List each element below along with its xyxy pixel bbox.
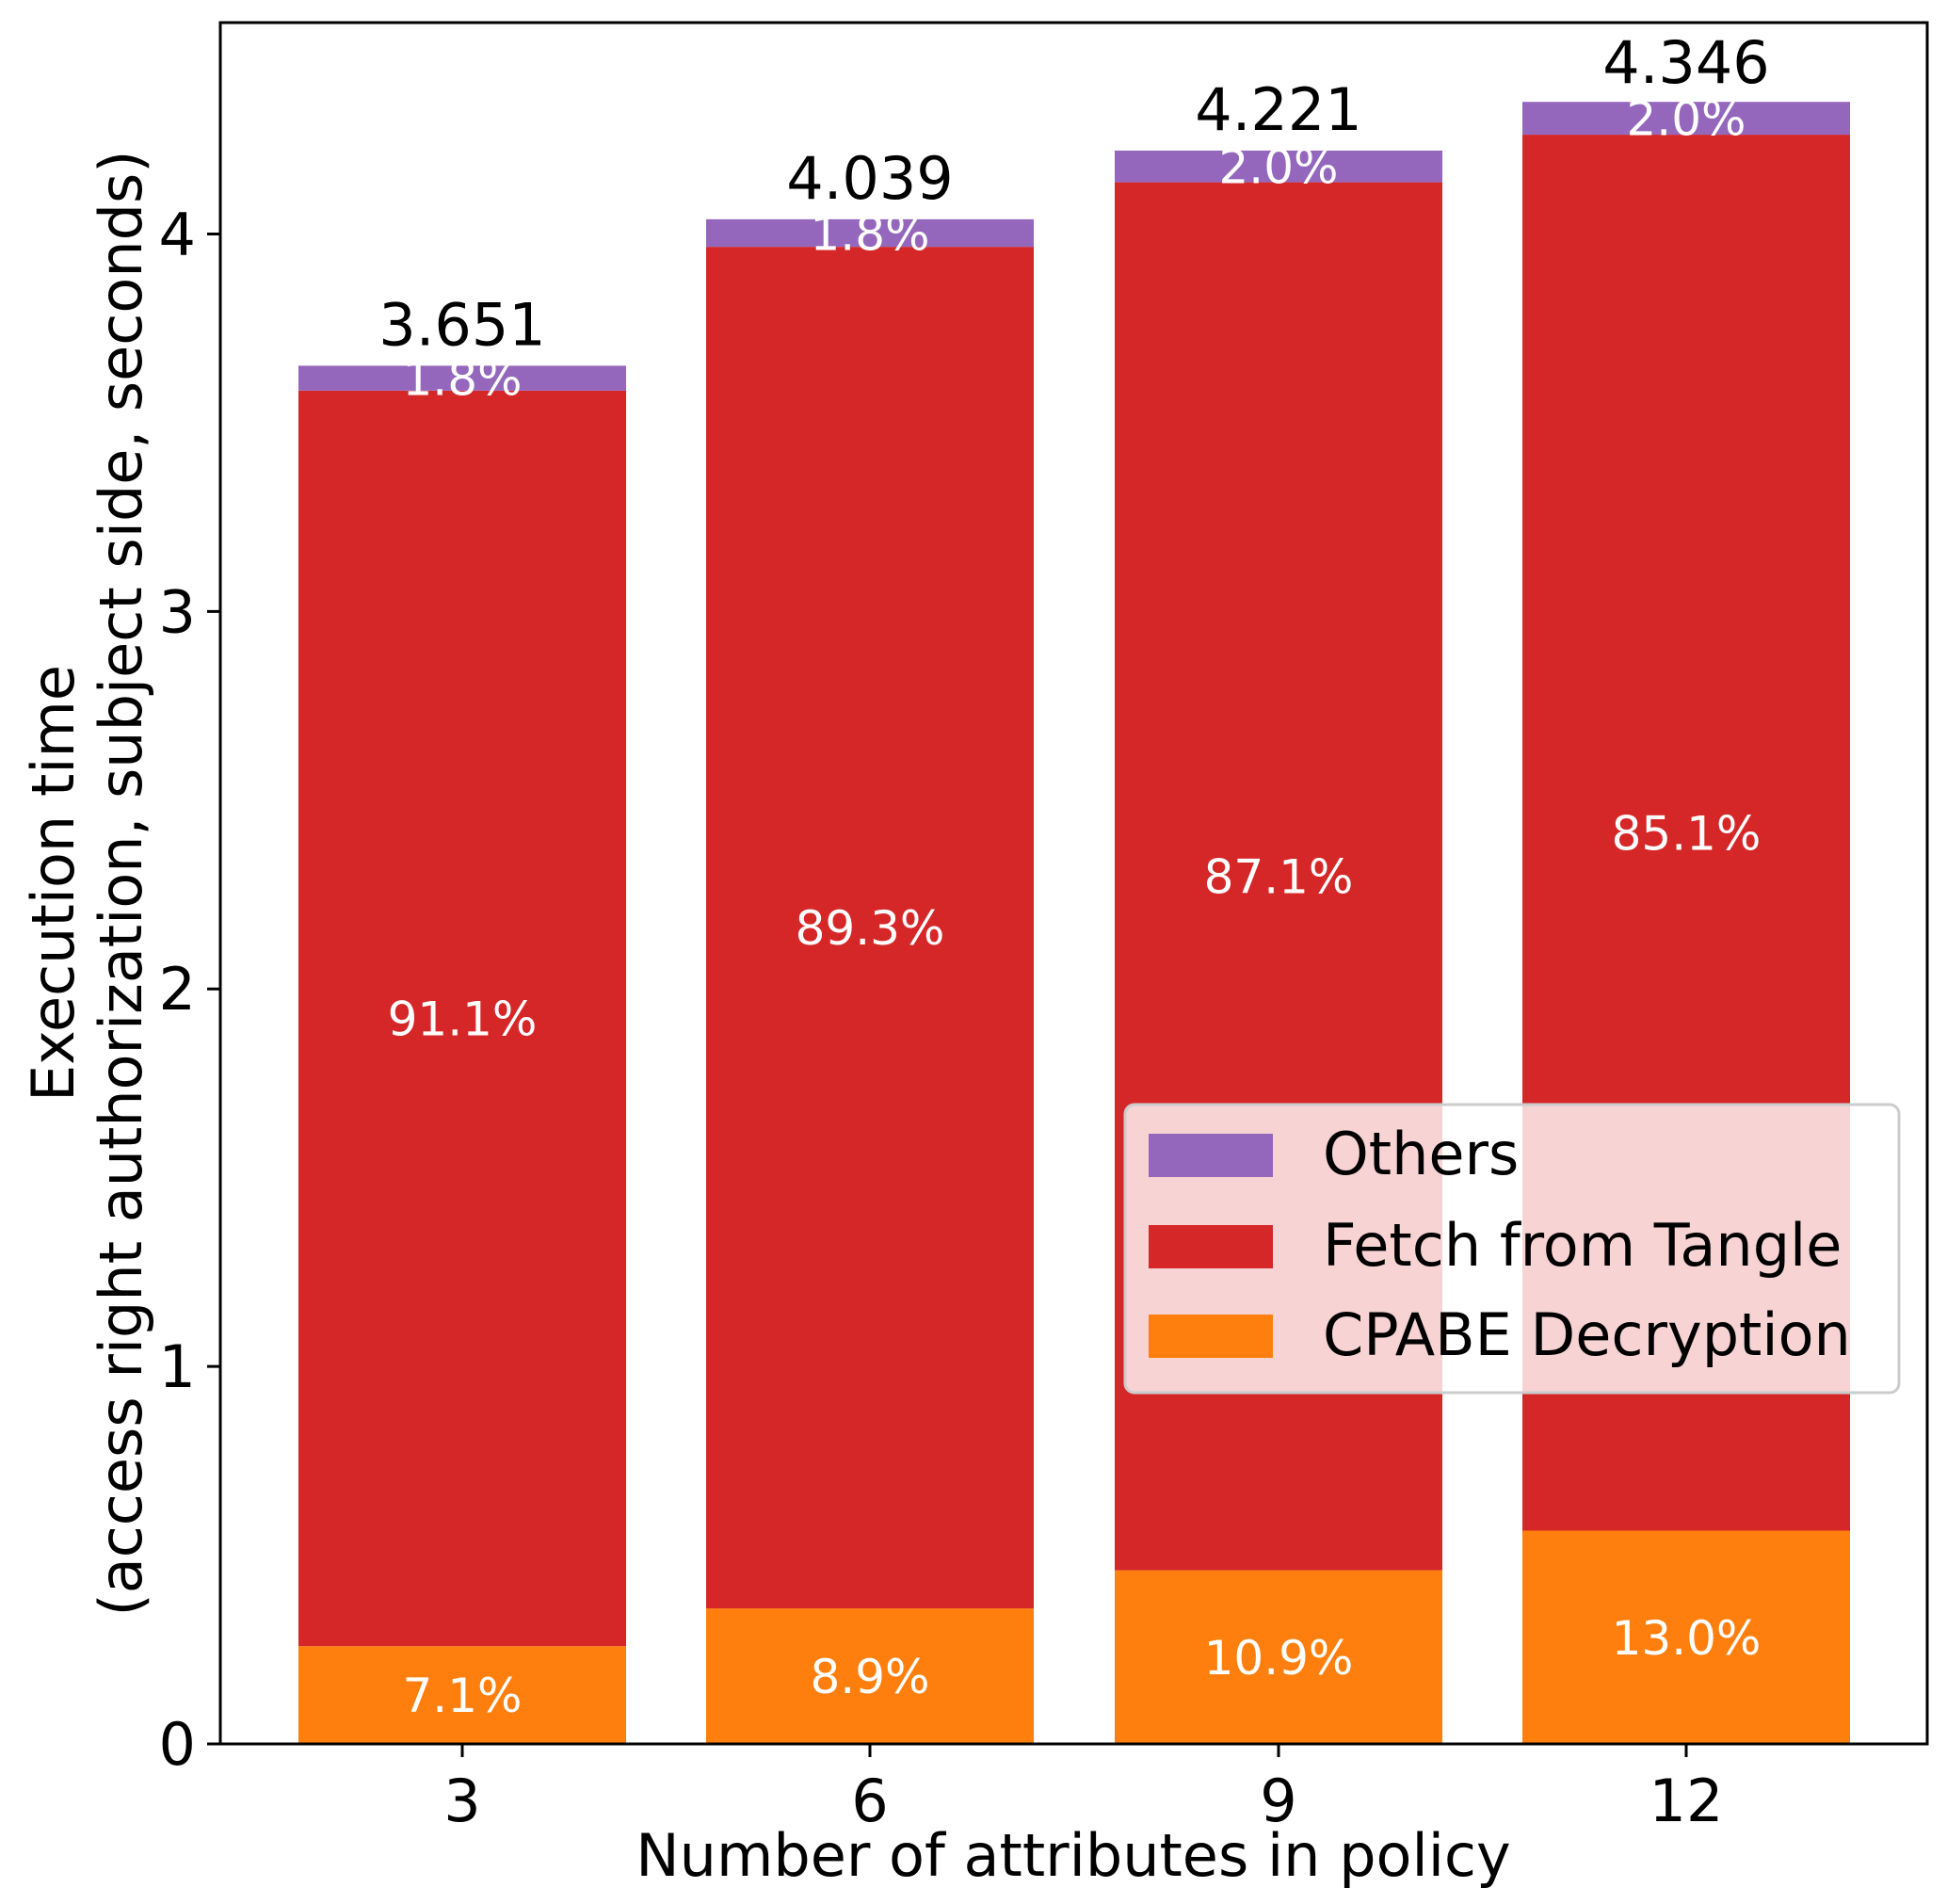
y-axis: 0 1 2 3 4: [159, 200, 220, 1779]
segment-percent-label: 89.3%: [796, 901, 945, 956]
y-tick-label: 1: [159, 1332, 196, 1401]
y-tick-label: 2: [159, 955, 196, 1024]
y-tick-label: 0: [159, 1710, 196, 1779]
bar-segment-others-9: [1115, 150, 1442, 183]
segment-percent-label: 1.8%: [810, 206, 929, 261]
x-axis: 3 6 9 12: [443, 1744, 1723, 1835]
segment-percent-label: 2.0%: [1626, 92, 1746, 147]
legend-swatch-cpabe-decryption: [1149, 1315, 1273, 1358]
bar-segment-cpabe-decryption-6: [706, 1608, 1034, 1744]
y-axis-label: Execution time (access right authorizati…: [19, 151, 155, 1617]
bar-segment-others-12: [1522, 102, 1850, 136]
legend-swatch-fetch-from-tangle: [1149, 1225, 1273, 1268]
segment-percent-label: 8.9%: [810, 1650, 929, 1704]
bar-segment-others-6: [706, 218, 1034, 248]
x-tick-label: 3: [443, 1767, 480, 1835]
bar-total-label: 4.346: [1602, 28, 1770, 97]
bar-total-label: 4.039: [786, 144, 954, 213]
plot-frame: [218, 21, 1929, 1746]
bar-segment-cpabe-decryption-12: [1522, 1530, 1850, 1744]
segment-percent-label: 1.8%: [402, 352, 522, 407]
legend: Others Fetch from Tangle CPABE Decryption: [1123, 1103, 1901, 1395]
y-tick-label: 3: [159, 577, 196, 646]
legend-label-fetch-from-tangle: Fetch from Tangle: [1323, 1211, 1842, 1280]
x-tick-label: 6: [851, 1767, 888, 1835]
segment-percent-label: 91.1%: [388, 992, 538, 1047]
bar-total-label: 3.651: [378, 290, 546, 359]
y-axis-label-line2: (access right authorization, subject sid…: [87, 151, 155, 1617]
segment-percent-label: 13.0%: [1612, 1611, 1762, 1666]
y-tick-label: 4: [159, 200, 196, 268]
segment-percent-label: 7.1%: [402, 1669, 522, 1723]
x-tick-label: 9: [1260, 1767, 1296, 1835]
x-axis-label: Number of attributes in policy: [636, 1821, 1510, 1890]
x-tick-label: 12: [1649, 1767, 1724, 1835]
segment-percent-label: 2.0%: [1218, 140, 1338, 195]
segment-percent-label: 85.1%: [1612, 806, 1762, 861]
segment-percent-label: 10.9%: [1204, 1631, 1354, 1686]
legend-label-others: Others: [1323, 1120, 1519, 1188]
bar-segment-fetch-from-tangle-6: [706, 247, 1034, 1609]
bar-segment-cpabe-decryption-3: [298, 1646, 626, 1744]
y-axis-label-line1: Execution time: [19, 665, 88, 1102]
bar-total-label: 4.221: [1195, 75, 1362, 144]
bar-segment-fetch-from-tangle-3: [298, 390, 626, 1647]
legend-box: [1123, 1103, 1901, 1395]
total-labels-layer: 3.651 4.039 4.221 4.346: [378, 28, 1770, 360]
legend-swatch-others: [1149, 1134, 1273, 1177]
legend-label-cpabe-decryption: CPABE Decryption: [1323, 1300, 1851, 1369]
bar-segment-cpabe-decryption-9: [1115, 1570, 1442, 1744]
segment-labels-layer: 7.1% 91.1% 1.8% 8.9% 89.3% 1.8% 10.9% 87.1% 2.0%…: [388, 92, 1762, 1723]
bar-segment-others-3: [298, 365, 626, 391]
segment-percent-label: 87.1%: [1204, 850, 1354, 905]
